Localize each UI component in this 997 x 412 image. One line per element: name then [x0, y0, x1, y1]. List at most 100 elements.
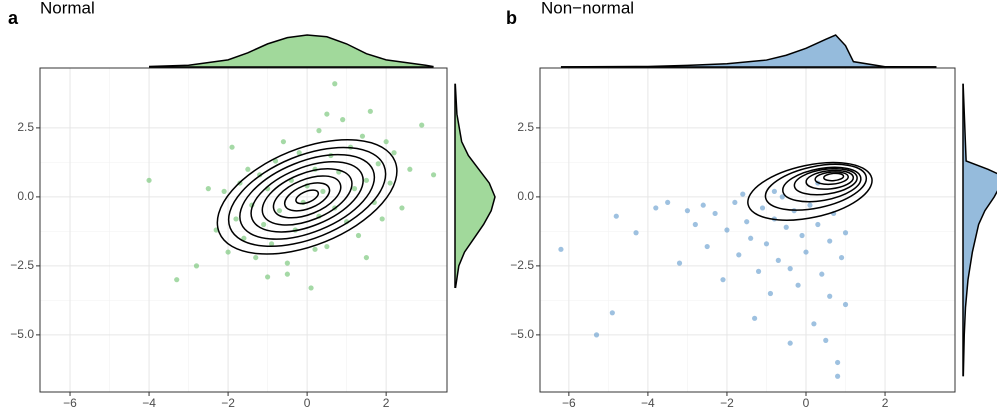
point	[363, 177, 369, 183]
y-tick-label: 2.5	[17, 120, 34, 134]
point	[799, 232, 805, 239]
point	[827, 293, 833, 299]
point	[221, 188, 227, 194]
point	[284, 260, 290, 266]
point	[355, 232, 362, 239]
point	[316, 128, 322, 134]
point	[225, 249, 231, 255]
y-tick-label: −2.5	[510, 258, 534, 272]
point	[272, 158, 279, 164]
point	[748, 235, 754, 241]
plot-background	[40, 68, 447, 392]
point	[838, 254, 845, 261]
x-tick-label: −6	[63, 396, 77, 410]
point	[193, 263, 200, 269]
panel-label: a	[8, 8, 19, 28]
contour	[239, 153, 376, 240]
contour	[814, 171, 849, 186]
density-line	[454, 83, 496, 289]
point	[665, 199, 671, 206]
point	[146, 177, 152, 183]
point	[700, 202, 706, 208]
point	[324, 243, 330, 250]
panel-label: b	[506, 8, 517, 28]
contour	[793, 167, 858, 196]
plot-border	[39, 67, 448, 393]
point	[759, 205, 766, 211]
point	[787, 266, 793, 272]
point	[835, 359, 841, 366]
point	[803, 249, 809, 255]
point	[767, 290, 774, 297]
x-tick-label: 0	[803, 396, 810, 410]
y-tick-label: 2.5	[517, 120, 534, 134]
point	[763, 241, 770, 247]
x-tick-label: −2	[720, 396, 734, 410]
density-fill	[149, 35, 434, 67]
contour	[272, 175, 342, 219]
point	[229, 144, 235, 150]
contour	[747, 161, 873, 221]
point	[324, 111, 330, 117]
point	[399, 205, 405, 211]
y-tick-label: −5.0	[510, 327, 534, 341]
point	[795, 282, 801, 288]
point	[280, 139, 287, 145]
point	[720, 277, 726, 283]
point	[744, 219, 750, 225]
point	[268, 241, 275, 247]
panel-title: Non−normal	[541, 0, 634, 17]
density-line	[962, 83, 997, 377]
plot-background	[540, 68, 955, 392]
x-tick-label: 0	[304, 396, 311, 410]
point	[367, 108, 373, 114]
point	[340, 117, 346, 123]
point	[692, 221, 698, 228]
point	[752, 315, 758, 321]
panel-title: Normal	[40, 0, 95, 17]
point	[823, 337, 829, 343]
point	[253, 254, 259, 261]
point	[724, 227, 730, 233]
point	[633, 230, 639, 236]
point	[740, 191, 746, 197]
point	[775, 257, 781, 263]
point	[351, 186, 358, 192]
point	[783, 224, 789, 230]
point	[265, 274, 271, 280]
y-tick-label: −5.0	[10, 327, 34, 341]
x-tick-label: −2	[221, 396, 235, 410]
point	[807, 202, 813, 208]
point	[284, 271, 290, 277]
point	[676, 260, 683, 266]
point	[704, 243, 710, 250]
point	[419, 122, 425, 128]
plot-border	[539, 67, 956, 393]
density-fill	[455, 83, 495, 288]
contour	[805, 169, 855, 190]
point	[842, 230, 849, 236]
contour	[261, 168, 353, 226]
point	[363, 254, 369, 261]
point	[375, 161, 381, 167]
point	[755, 268, 762, 274]
y-tick-label: 0.0	[517, 189, 534, 203]
point	[391, 150, 397, 156]
x-tick-label: −6	[562, 396, 576, 410]
point	[383, 139, 389, 145]
point	[359, 133, 366, 139]
point	[732, 199, 738, 206]
point	[407, 166, 413, 172]
point	[835, 373, 841, 379]
point	[205, 186, 211, 192]
point	[842, 301, 849, 308]
point	[609, 310, 615, 316]
contour	[782, 166, 862, 203]
point	[430, 172, 437, 178]
point	[712, 210, 718, 217]
point	[308, 285, 314, 291]
point	[245, 166, 251, 172]
point	[736, 252, 742, 258]
point	[379, 216, 385, 222]
point	[779, 194, 785, 200]
